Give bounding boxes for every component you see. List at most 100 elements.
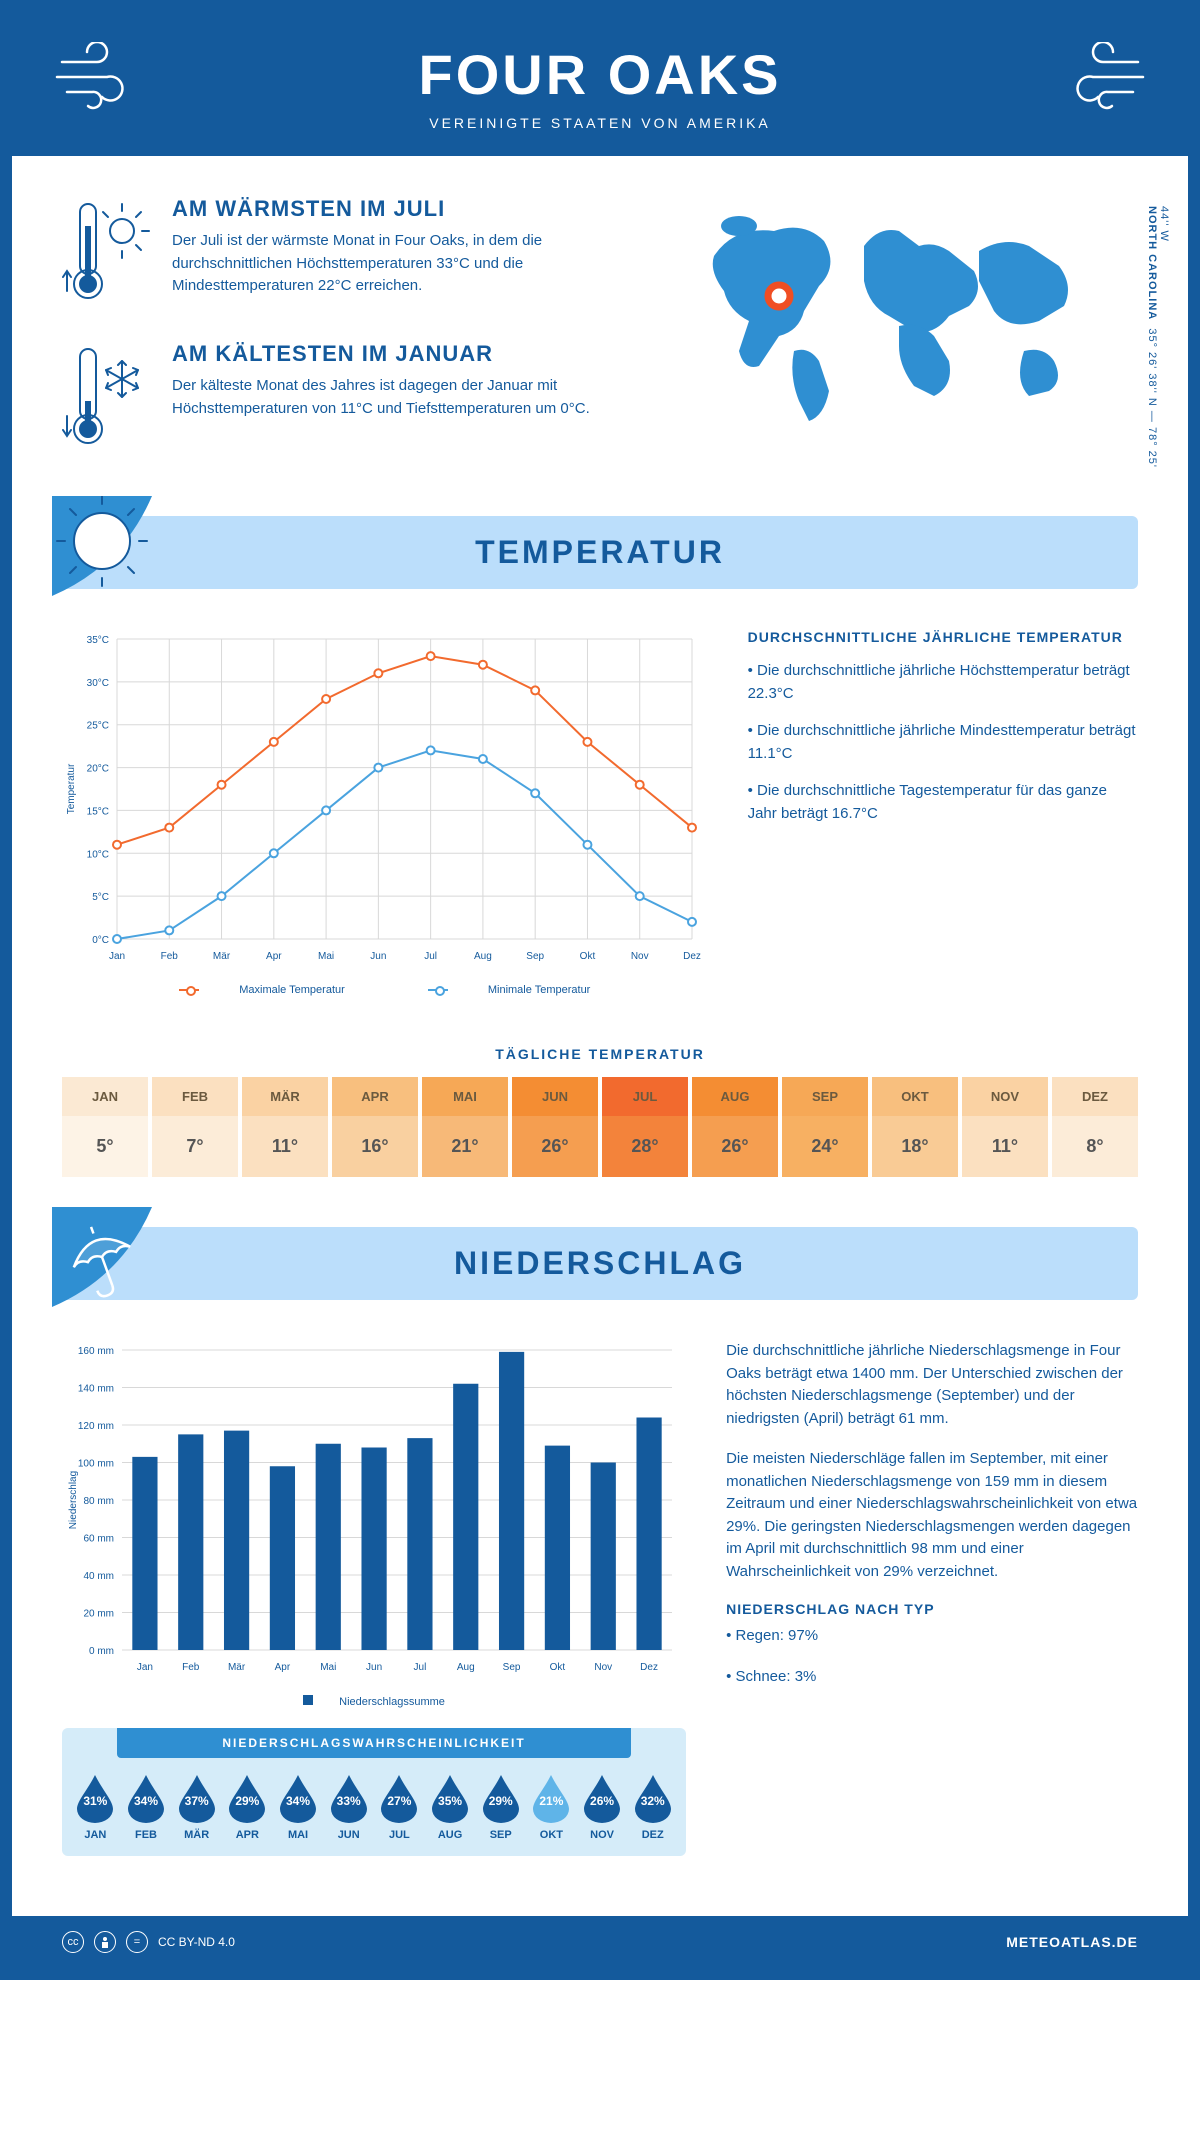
precipitation-text: Die durchschnittliche jährliche Niedersc… <box>726 1340 1138 1856</box>
precip-type-title: NIEDERSCHLAG NACH TYP <box>726 1601 1138 1617</box>
svg-text:Niederschlag: Niederschlag <box>68 1471 79 1529</box>
svg-text:40 mm: 40 mm <box>83 1571 114 1582</box>
heat-cell: DEZ8° <box>1052 1077 1138 1177</box>
svg-text:Aug: Aug <box>474 951 492 962</box>
drop-cell: 33%JUN <box>325 1773 372 1841</box>
svg-text:Okt: Okt <box>580 951 596 962</box>
drop-cell: 32%DEZ <box>629 1773 676 1841</box>
svg-text:160 mm: 160 mm <box>78 1346 114 1357</box>
heat-cell: NOV11° <box>962 1077 1048 1177</box>
svg-text:Dez: Dez <box>683 951 701 962</box>
svg-text:20 mm: 20 mm <box>83 1609 114 1620</box>
temperature-stats: DURCHSCHNITTLICHE JÄHRLICHE TEMPERATUR •… <box>748 629 1138 996</box>
chart-legend: Niederschlagssumme <box>62 1695 686 1708</box>
warmest-text: Der Juli ist der wärmste Monat in Four O… <box>172 230 654 298</box>
warmest-block: AM WÄRMSTEN IM JULI Der Juli ist der wär… <box>62 196 654 311</box>
drop-cell: 31%JAN <box>72 1773 119 1841</box>
svg-text:Jul: Jul <box>424 951 437 962</box>
svg-text:Sep: Sep <box>526 951 544 962</box>
coldest-title: AM KÄLTESTEN IM JANUAR <box>172 341 654 367</box>
heat-cell: OKT18° <box>872 1077 958 1177</box>
svg-text:5°C: 5°C <box>92 892 109 903</box>
heat-cell: APR16° <box>332 1077 418 1177</box>
nd-icon: = <box>126 1931 148 1953</box>
heat-cell: MÄR11° <box>242 1077 328 1177</box>
svg-text:Jul: Jul <box>414 1662 427 1673</box>
heat-cell: MAI21° <box>422 1077 508 1177</box>
intro-section: AM WÄRMSTEN IM JULI Der Juli ist der wär… <box>12 156 1188 516</box>
svg-text:10°C: 10°C <box>87 849 109 860</box>
precipitation-probability: NIEDERSCHLAGSWAHRSCHEINLICHKEIT 31%JAN34… <box>62 1728 686 1856</box>
section-title: TEMPERATUR <box>92 534 1108 571</box>
svg-text:Jan: Jan <box>109 951 125 962</box>
heat-cell: SEP24° <box>782 1077 868 1177</box>
svg-text:80 mm: 80 mm <box>83 1496 114 1507</box>
svg-text:Dez: Dez <box>640 1662 658 1673</box>
svg-text:Apr: Apr <box>275 1662 291 1673</box>
warmest-title: AM WÄRMSTEN IM JULI <box>172 196 654 222</box>
site-name: METEOATLAS.DE <box>1006 1934 1138 1950</box>
by-icon <box>94 1931 116 1953</box>
svg-text:0°C: 0°C <box>92 935 109 946</box>
svg-text:Apr: Apr <box>266 951 282 962</box>
section-temperature: TEMPERATUR <box>62 516 1138 589</box>
world-map: NORTH CAROLINA 35° 26' 38'' N — 78° 25' … <box>684 196 1138 486</box>
daily-temp-heatmap: JAN5°FEB7°MÄR11°APR16°MAI21°JUN26°JUL28°… <box>62 1077 1138 1177</box>
precip-type-line: • Schnee: 3% <box>726 1666 1138 1689</box>
heat-cell: FEB7° <box>152 1077 238 1177</box>
svg-text:Jun: Jun <box>366 1662 382 1673</box>
coldest-block: AM KÄLTESTEN IM JANUAR Der kälteste Mona… <box>62 341 654 456</box>
svg-text:60 mm: 60 mm <box>83 1534 114 1545</box>
svg-text:Jan: Jan <box>137 1662 153 1673</box>
heat-cell: JAN5° <box>62 1077 148 1177</box>
svg-text:120 mm: 120 mm <box>78 1421 114 1432</box>
svg-text:Nov: Nov <box>631 951 649 962</box>
wind-icon <box>52 42 142 117</box>
svg-text:Temperatur: Temperatur <box>66 763 77 814</box>
svg-text:20°C: 20°C <box>87 764 109 775</box>
drop-cell: 26%NOV <box>579 1773 626 1841</box>
svg-text:Okt: Okt <box>550 1662 566 1673</box>
svg-text:Sep: Sep <box>503 1662 521 1673</box>
svg-text:Mai: Mai <box>320 1662 336 1673</box>
chart-legend: Maximale Temperatur Minimale Temperatur <box>62 984 708 996</box>
page-title: FOUR OAKS <box>52 42 1148 107</box>
drop-cell: 21%OKT <box>528 1773 575 1841</box>
footer: cc = CC BY-ND 4.0 METEOATLAS.DE <box>12 1916 1188 1968</box>
precipitation-bar-chart: 0 mm20 mm40 mm60 mm80 mm100 mm120 mm140 … <box>62 1340 686 1708</box>
svg-text:35°C: 35°C <box>87 635 109 646</box>
svg-text:Jun: Jun <box>370 951 386 962</box>
svg-text:100 mm: 100 mm <box>78 1459 114 1470</box>
svg-text:25°C: 25°C <box>87 721 109 732</box>
temperature-line-chart: 0°C 5°C 10°C 15°C 20°C 25°C 30°C 35°C Jan Feb Mär A… <box>62 629 708 996</box>
license-text: CC BY-ND 4.0 <box>158 1935 235 1949</box>
thermometer-hot-icon <box>62 196 152 311</box>
precip-paragraph: Die durchschnittliche jährliche Niedersc… <box>726 1340 1138 1430</box>
svg-text:30°C: 30°C <box>87 678 109 689</box>
svg-text:140 mm: 140 mm <box>78 1384 114 1395</box>
drop-cell: 29%SEP <box>477 1773 524 1841</box>
probability-title: NIEDERSCHLAGSWAHRSCHEINLICHKEIT <box>117 1728 630 1758</box>
svg-text:Feb: Feb <box>161 951 179 962</box>
svg-text:Mär: Mär <box>213 951 231 962</box>
drop-cell: 35%AUG <box>427 1773 474 1841</box>
drop-cell: 34%MAI <box>275 1773 322 1841</box>
sun-icon <box>52 496 172 621</box>
header: FOUR OAKS VEREINIGTE STAATEN VON AMERIKA <box>12 12 1188 156</box>
cc-icon: cc <box>62 1931 84 1953</box>
page-subtitle: VEREINIGTE STAATEN VON AMERIKA <box>52 115 1148 131</box>
svg-text:15°C: 15°C <box>87 806 109 817</box>
drop-cell: 34%FEB <box>123 1773 170 1841</box>
section-precipitation: NIEDERSCHLAG <box>62 1227 1138 1300</box>
coordinates: NORTH CAROLINA 35° 26' 38'' N — 78° 25' … <box>1146 206 1170 486</box>
thermometer-cold-icon <box>62 341 152 456</box>
stats-line: • Die durchschnittliche jährliche Höchst… <box>748 660 1138 705</box>
svg-text:Mär: Mär <box>228 1662 246 1673</box>
coldest-text: Der kälteste Monat des Jahres ist dagege… <box>172 375 654 420</box>
svg-text:Aug: Aug <box>457 1662 475 1673</box>
drop-cell: 27%JUL <box>376 1773 423 1841</box>
svg-text:Feb: Feb <box>182 1662 200 1673</box>
wind-icon <box>1058 42 1148 117</box>
stats-title: DURCHSCHNITTLICHE JÄHRLICHE TEMPERATUR <box>748 629 1138 645</box>
drop-cell: 29%APR <box>224 1773 271 1841</box>
